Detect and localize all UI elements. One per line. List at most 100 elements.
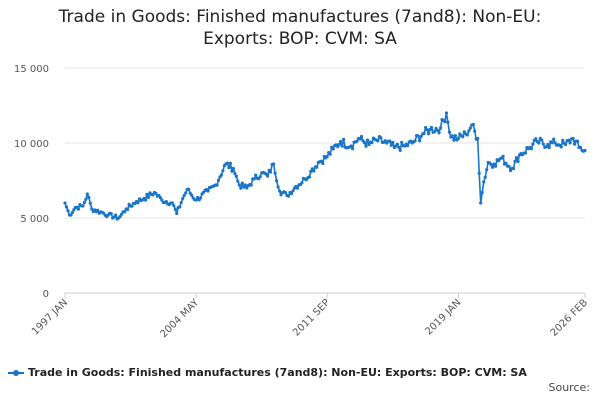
data-point[interactable] (465, 133, 469, 137)
data-point[interactable] (190, 193, 194, 197)
data-point[interactable] (225, 161, 229, 165)
data-point[interactable] (187, 187, 191, 191)
data-point[interactable] (120, 212, 124, 216)
data-point[interactable] (307, 175, 311, 179)
data-point[interactable] (559, 145, 563, 149)
data-point[interactable] (160, 198, 164, 202)
legend[interactable]: Trade in Goods: Finished manufactures (7… (8, 366, 527, 379)
data-point[interactable] (370, 141, 374, 145)
data-point[interactable] (435, 128, 440, 132)
data-point[interactable] (182, 193, 186, 198)
data-point[interactable] (391, 140, 395, 144)
data-point[interactable] (456, 136, 460, 141)
data-point[interactable] (471, 122, 475, 127)
data-point[interactable] (427, 132, 431, 136)
data-point[interactable] (443, 120, 447, 124)
data-point[interactable] (468, 126, 472, 130)
data-point[interactable] (452, 138, 456, 142)
data-point[interactable] (81, 204, 85, 208)
data-point[interactable] (118, 215, 122, 219)
data-point[interactable] (383, 139, 387, 143)
data-point[interactable] (540, 138, 544, 142)
data-point[interactable] (286, 194, 291, 198)
data-point[interactable] (312, 169, 316, 173)
data-point[interactable] (576, 139, 580, 143)
data-point[interactable] (583, 148, 587, 153)
data-point[interactable] (359, 134, 364, 139)
data-point[interactable] (158, 196, 162, 200)
data-point[interactable] (480, 191, 484, 195)
data-point[interactable] (461, 135, 465, 139)
data-point[interactable] (123, 210, 127, 214)
data-point[interactable] (400, 140, 404, 144)
data-point[interactable] (321, 161, 325, 165)
data-point[interactable] (184, 191, 188, 195)
data-point[interactable] (219, 173, 223, 177)
data-point[interactable] (276, 185, 280, 189)
data-point[interactable] (547, 145, 551, 150)
data-point[interactable] (278, 189, 282, 193)
data-point[interactable] (447, 130, 451, 134)
data-point[interactable] (406, 144, 410, 148)
data-point[interactable] (425, 128, 429, 132)
data-point[interactable] (228, 161, 232, 165)
data-point[interactable] (272, 162, 276, 166)
data-point[interactable] (216, 178, 221, 182)
data-point[interactable] (541, 142, 545, 146)
data-point[interactable] (96, 208, 100, 212)
data-point[interactable] (254, 173, 258, 177)
data-point[interactable] (578, 145, 583, 149)
data-point[interactable] (358, 137, 362, 141)
data-point[interactable] (245, 186, 249, 190)
data-point[interactable] (328, 152, 332, 156)
data-point[interactable] (389, 143, 393, 147)
data-point[interactable] (362, 141, 367, 145)
data-point[interactable] (416, 134, 420, 138)
data-point[interactable] (491, 165, 495, 169)
data-point[interactable] (504, 161, 508, 165)
data-point[interactable] (283, 191, 288, 195)
data-point[interactable] (82, 200, 86, 205)
data-point[interactable] (523, 151, 528, 155)
data-point[interactable] (234, 174, 238, 178)
data-point[interactable] (351, 147, 355, 151)
data-point[interactable] (175, 211, 179, 216)
data-point[interactable] (501, 154, 505, 158)
data-point[interactable] (376, 139, 380, 143)
data-point[interactable] (331, 147, 335, 151)
data-point[interactable] (552, 137, 556, 141)
data-point[interactable] (66, 209, 70, 213)
data-point[interactable] (295, 186, 299, 190)
data-point[interactable] (266, 174, 270, 178)
data-point[interactable] (437, 131, 441, 135)
data-point[interactable] (206, 189, 210, 193)
data-point[interactable] (227, 166, 231, 170)
data-point[interactable] (395, 142, 399, 146)
data-point[interactable] (199, 196, 203, 200)
data-point[interactable] (215, 183, 219, 187)
data-point[interactable] (70, 210, 74, 215)
data-point[interactable] (477, 171, 481, 175)
data-point[interactable] (269, 170, 273, 174)
data-point[interactable] (172, 204, 176, 208)
data-point[interactable] (337, 142, 341, 146)
data-point[interactable] (194, 198, 198, 202)
data-point[interactable] (170, 201, 174, 205)
data-point[interactable] (571, 136, 575, 141)
data-point[interactable] (413, 139, 417, 143)
data-point[interactable] (444, 111, 448, 115)
data-point[interactable] (511, 167, 516, 171)
data-point[interactable] (243, 183, 247, 187)
data-point[interactable] (342, 137, 346, 141)
data-point[interactable] (364, 144, 368, 148)
data-point[interactable] (429, 125, 434, 130)
data-point[interactable] (154, 191, 158, 195)
data-point[interactable] (432, 130, 437, 134)
data-point[interactable] (397, 145, 401, 149)
data-point[interactable] (126, 208, 130, 212)
data-point[interactable] (529, 147, 534, 151)
data-point[interactable] (196, 195, 200, 200)
data-point[interactable] (181, 196, 185, 201)
data-point[interactable] (231, 166, 235, 171)
data-point[interactable] (90, 207, 94, 211)
